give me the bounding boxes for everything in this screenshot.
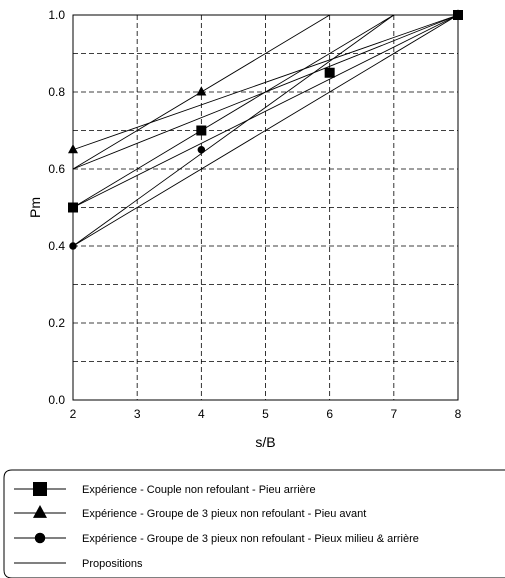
square-data-point <box>196 125 207 136</box>
legend-label: Expérience - Couple non refoulant - Pieu… <box>82 484 316 496</box>
x-tick-label: 8 <box>455 407 462 421</box>
legend-label: Propositions <box>82 558 143 570</box>
y-tick-label: 0.6 <box>48 162 65 176</box>
plot-lines <box>72 14 459 247</box>
y-tick-label: 0.0 <box>48 393 65 407</box>
x-tick-label: 7 <box>390 407 397 421</box>
triangle-data-point <box>196 86 207 96</box>
y-tick-label: 0.2 <box>48 316 65 330</box>
proposition-line <box>72 14 395 208</box>
y-tick-label: 0.4 <box>48 239 65 253</box>
x-tick-label: 5 <box>262 407 269 421</box>
legend-label: Expérience - Groupe de 3 pieux non refou… <box>82 533 419 545</box>
x-tick-label: 3 <box>134 407 141 421</box>
square-data-point <box>324 67 335 78</box>
x-axis-label: s/B <box>255 434 275 450</box>
legend: Expérience - Couple non refoulant - Pieu… <box>3 469 505 578</box>
legend-triangle-icon <box>33 504 47 518</box>
x-tick-label: 2 <box>70 407 77 421</box>
proposition-line <box>72 14 459 208</box>
circle-data-point <box>197 146 206 154</box>
proposition-line <box>72 14 459 170</box>
y-axis-label: Pm <box>27 197 43 218</box>
proposition-line <box>72 14 459 247</box>
legend-square-icon <box>33 482 47 496</box>
proposition-line <box>72 14 459 151</box>
proposition-line <box>72 14 395 247</box>
legend-label: Expérience - Groupe de 3 pieux non refou… <box>82 508 366 520</box>
y-tick-label: 0.8 <box>48 85 65 99</box>
tick-labels: 2 3 4 5 6 7 8 0.0 0.2 0.4 0.6 0.8 1.0 <box>48 8 461 421</box>
plot-frame <box>72 14 459 401</box>
y-tick-label: 1.0 <box>48 8 65 22</box>
grid <box>73 15 458 400</box>
x-tick-label: 6 <box>326 407 333 421</box>
x-tick-label: 4 <box>198 407 205 421</box>
legend-circle-icon <box>34 532 46 544</box>
